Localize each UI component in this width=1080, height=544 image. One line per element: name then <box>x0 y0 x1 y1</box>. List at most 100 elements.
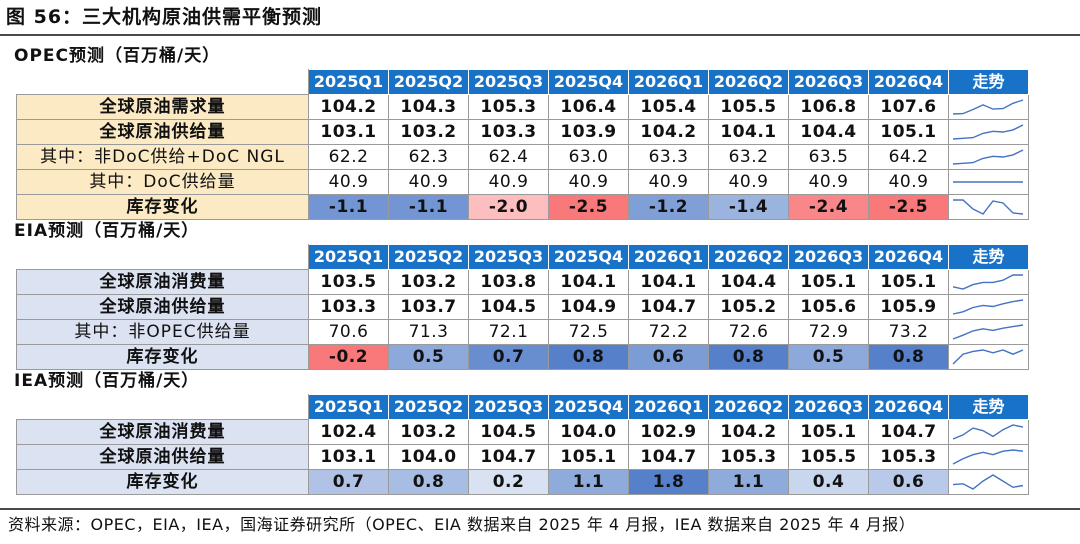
value-cell: 103.2 <box>388 119 469 145</box>
value-cell: 105.3 <box>468 94 549 120</box>
value-cell: 0.8 <box>708 344 789 370</box>
trend-sparkline-cell <box>948 419 1029 445</box>
row-label: 全球原油供给量 <box>16 444 309 470</box>
value-cell: 105.6 <box>788 294 869 320</box>
header-blank <box>16 69 309 95</box>
value-cell: 0.7 <box>308 469 389 495</box>
row-label: 其中：DoC供给量 <box>16 169 309 195</box>
value-cell: 105.1 <box>788 269 869 295</box>
value-cell: 104.4 <box>708 269 789 295</box>
trend-header: 走势 <box>948 244 1029 270</box>
value-cell: 0.5 <box>788 344 869 370</box>
value-cell: 40.9 <box>548 169 629 195</box>
trend-sparkline <box>952 299 1024 315</box>
value-cell: 104.0 <box>548 419 629 445</box>
value-cell: 106.8 <box>788 94 869 120</box>
trend-sparkline-cell <box>948 469 1029 495</box>
value-cell: 104.0 <box>388 444 469 470</box>
value-cell: -1.1 <box>308 194 389 220</box>
trend-sparkline <box>952 324 1024 340</box>
trend-sparkline <box>953 181 1023 183</box>
source-note: 资料来源：OPEC，EIA，IEA，国海证券研究所（OPEC、EIA 数据来自 … <box>8 515 916 534</box>
value-cell: 103.9 <box>548 119 629 145</box>
header-blank <box>16 394 309 420</box>
table-row: 其中：非OPEC供给量 70.6 71.3 72.1 72.5 72.2 72.6 72.9 7… <box>16 319 1029 345</box>
sparkline-line <box>952 124 1024 140</box>
trend-sparkline-cell <box>948 444 1029 470</box>
value-cell: 71.3 <box>388 319 469 345</box>
value-cell: 105.2 <box>708 294 789 320</box>
value-cell: -2.5 <box>548 194 629 220</box>
sparkline-line <box>952 349 1024 365</box>
value-cell: 104.7 <box>628 444 709 470</box>
value-cell: 107.6 <box>868 94 949 120</box>
value-cell: 104.1 <box>628 269 709 295</box>
value-cell: 72.6 <box>708 319 789 345</box>
value-cell: 105.1 <box>868 269 949 295</box>
value-cell: 104.7 <box>468 444 549 470</box>
table-row: 库存变化 -0.2 0.5 0.7 0.8 0.6 0.8 0.5 0.8 <box>16 344 1029 370</box>
value-cell: 73.2 <box>868 319 949 345</box>
value-cell: 103.3 <box>308 294 389 320</box>
value-cell: 105.3 <box>708 444 789 470</box>
header-row: 2025Q1 2025Q2 2025Q3 2025Q4 2026Q1 2026Q2 2026… <box>16 394 1029 420</box>
value-cell: 1.8 <box>628 469 709 495</box>
trend-sparkline-cell <box>948 319 1029 345</box>
row-label: 全球原油供给量 <box>16 119 309 145</box>
value-cell: 63.2 <box>708 144 789 170</box>
value-cell: -1.4 <box>708 194 789 220</box>
value-cell: 104.1 <box>708 119 789 145</box>
table-row: 全球原油供给量 103.1 103.2 103.3 103.9 104.2 104.1 104… <box>16 119 1029 145</box>
value-cell: -0.2 <box>308 344 389 370</box>
trend-sparkline-cell <box>948 169 1029 195</box>
value-cell: 1.1 <box>548 469 629 495</box>
column-header: 2025Q1 <box>308 394 389 420</box>
column-header: 2026Q1 <box>628 244 709 270</box>
value-cell: 105.1 <box>548 444 629 470</box>
column-header: 2026Q2 <box>708 69 789 95</box>
column-header: 2026Q3 <box>788 244 869 270</box>
value-cell: 104.3 <box>388 94 469 120</box>
sparkline-line <box>952 474 1024 490</box>
value-cell: 1.1 <box>708 469 789 495</box>
value-cell: 103.7 <box>388 294 469 320</box>
value-cell: 40.9 <box>788 169 869 195</box>
row-label: 其中：非OPEC供给量 <box>16 319 309 345</box>
opec-title: OPEC预测（百万桶/天） <box>14 46 221 66</box>
value-cell: 40.9 <box>308 169 389 195</box>
value-cell: 104.7 <box>628 294 709 320</box>
iea-title: IEA预测（百万桶/天） <box>14 371 200 391</box>
table-row: 全球原油需求量 104.2 104.3 105.3 106.4 105.4 105.5 106… <box>16 94 1029 120</box>
sparkline-line <box>952 449 1024 465</box>
value-cell: 40.9 <box>708 169 789 195</box>
value-cell: 103.1 <box>308 444 389 470</box>
column-header: 2025Q3 <box>468 244 549 270</box>
table-row: 库存变化 0.7 0.8 0.2 1.1 1.8 1.1 0.4 0.6 <box>16 469 1029 495</box>
trend-sparkline <box>952 149 1024 165</box>
value-cell: 103.1 <box>308 119 389 145</box>
value-cell: 62.4 <box>468 144 549 170</box>
sparkline-line <box>952 424 1024 440</box>
value-cell: 40.9 <box>468 169 549 195</box>
value-cell: 103.8 <box>468 269 549 295</box>
row-label: 库存变化 <box>16 469 309 495</box>
column-header: 2026Q1 <box>628 69 709 95</box>
header-blank <box>16 244 309 270</box>
value-cell: 105.1 <box>788 419 869 445</box>
row-label: 全球原油供给量 <box>16 294 309 320</box>
column-header: 2026Q4 <box>868 394 949 420</box>
table-row: 其中：非DoC供给+DoC NGL 62.2 62.3 62.4 63.0 63.3 63.… <box>16 144 1029 170</box>
value-cell: 104.7 <box>868 419 949 445</box>
value-cell: 62.2 <box>308 144 389 170</box>
column-header: 2026Q4 <box>868 244 949 270</box>
sparkline-line <box>953 199 1024 215</box>
value-cell: 103.2 <box>388 269 469 295</box>
value-cell: 72.5 <box>548 319 629 345</box>
trend-sparkline-cell <box>948 294 1029 320</box>
value-cell: 103.2 <box>388 419 469 445</box>
value-cell: -1.1 <box>388 194 469 220</box>
value-cell: 104.2 <box>628 119 709 145</box>
value-cell: 104.5 <box>468 294 549 320</box>
table-row: 库存变化 -1.1 -1.1 -2.0 -2.5 -1.2 -1.4 -2.4 -2.5 <box>16 194 1029 220</box>
trend-sparkline <box>952 99 1024 115</box>
